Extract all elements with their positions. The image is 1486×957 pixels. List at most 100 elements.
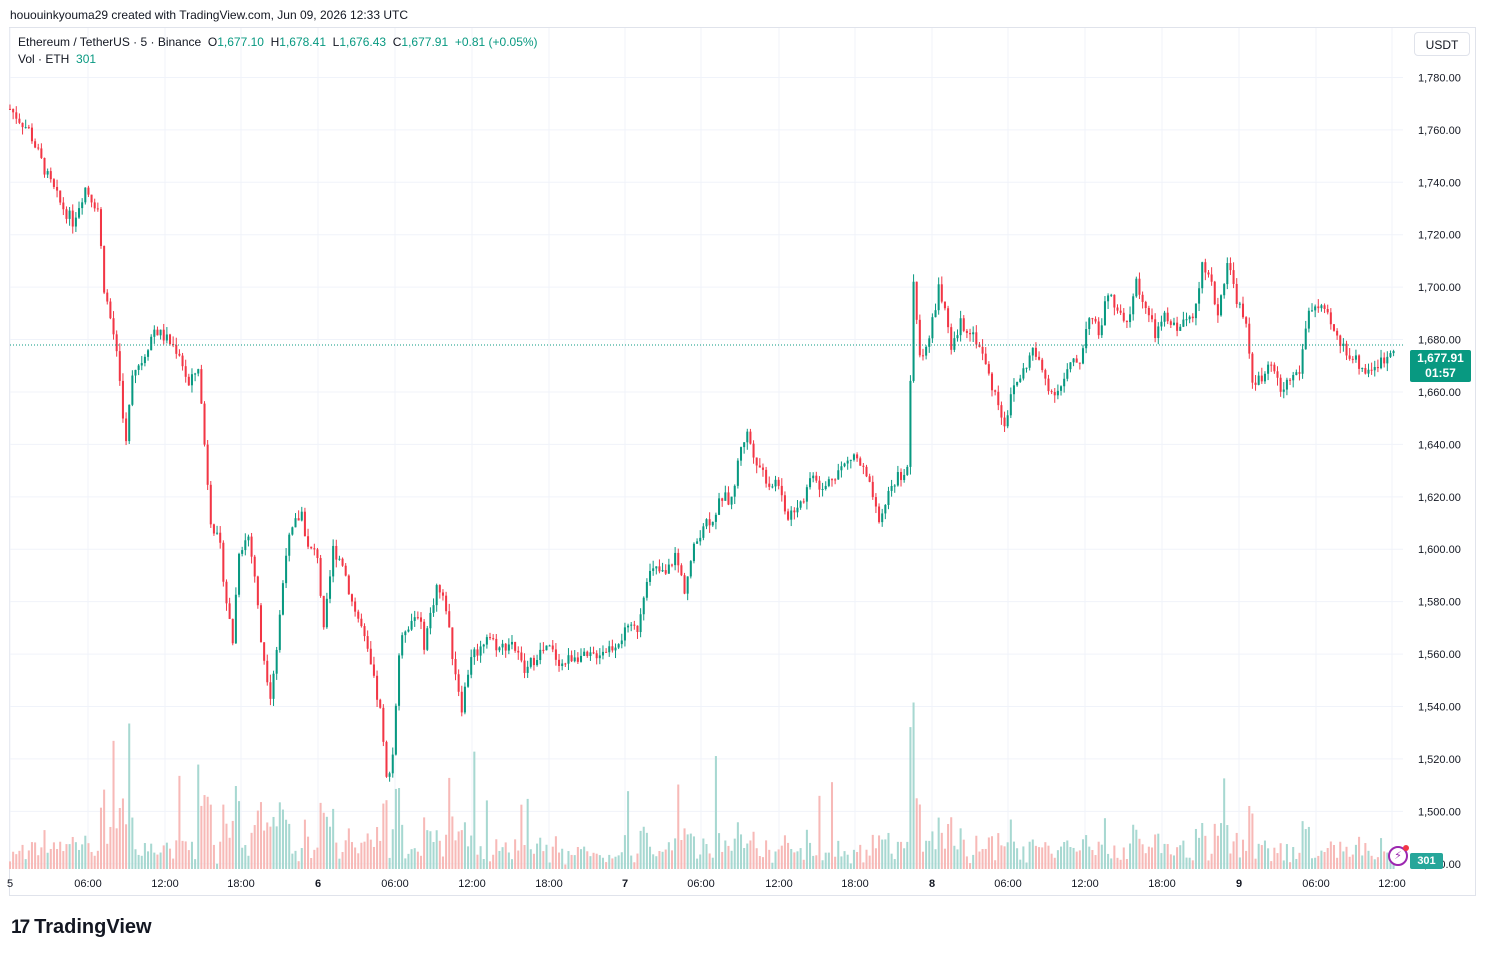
volume-bar (639, 830, 642, 869)
candle-body (247, 536, 250, 541)
candle-body (551, 645, 554, 650)
candle-body (1056, 390, 1059, 396)
candle-body (1270, 364, 1273, 366)
volume-bar (561, 848, 564, 869)
volume-bar (1198, 837, 1201, 869)
volume-bar (598, 855, 601, 869)
candle-body (1066, 369, 1069, 379)
volume-bar (783, 835, 786, 869)
candle-body (1201, 262, 1204, 289)
candle-body (818, 480, 821, 490)
volume-bar (1053, 857, 1056, 869)
candle-body (1314, 306, 1317, 311)
volume-bar (627, 791, 630, 869)
volume-label[interactable]: Vol · ETH (18, 52, 70, 66)
candle-body (1188, 316, 1191, 320)
volume-bar (1364, 843, 1367, 869)
candle-body (1332, 324, 1335, 331)
candle-body (815, 475, 818, 481)
volume-bar (718, 833, 721, 869)
symbol-label[interactable]: Ethereum / TetherUS · 5 · Binance (18, 35, 202, 49)
volume-bar (661, 851, 664, 869)
volume-bar (1188, 857, 1191, 869)
volume-bar (335, 842, 338, 869)
volume-bar (1210, 853, 1213, 869)
candle-body (689, 561, 692, 577)
candle-body (172, 343, 175, 345)
y-tick-label: 1,500.00 (1418, 806, 1461, 818)
close-value: 1,677.91 (401, 35, 449, 49)
candle-body (266, 660, 269, 683)
candle-body (561, 663, 564, 666)
volume-bar (316, 847, 319, 869)
volume-bar (441, 856, 444, 869)
volume-bar (1207, 860, 1210, 869)
volume-bar (893, 859, 896, 869)
volume-bar (915, 798, 918, 869)
candle-body (501, 643, 504, 648)
candle-body (586, 651, 589, 656)
candle-body (1119, 310, 1122, 313)
candle-body (799, 501, 802, 508)
tradingview-brand[interactable]: 17 TradingView (11, 916, 152, 939)
currency-button[interactable]: USDT (1414, 32, 1470, 56)
volume-bar (849, 863, 852, 869)
candle-body (319, 558, 322, 596)
candle-body (1392, 351, 1395, 354)
volume-bar (250, 832, 253, 869)
volume-bar (1226, 825, 1229, 869)
volume-bar (1295, 858, 1298, 869)
candle-body (768, 483, 771, 487)
volume-bar (118, 807, 121, 869)
candle-body (583, 651, 586, 656)
candle-body (404, 631, 407, 636)
volume-bar (209, 804, 212, 869)
lightning-icon[interactable]: ⚡ (1388, 845, 1409, 866)
volume-bar (238, 801, 241, 869)
volume-bar (112, 740, 115, 869)
candle-body (614, 647, 617, 651)
candle-body (482, 644, 485, 647)
candle-body (909, 380, 912, 467)
volume-bar (281, 809, 284, 869)
volume-bar (605, 862, 608, 869)
volume-bar (360, 842, 363, 869)
volume-bar (928, 840, 931, 869)
volume-bar (200, 805, 203, 869)
volume-bar (1038, 847, 1041, 869)
volume-bar (1006, 842, 1009, 869)
volume-bar (583, 846, 586, 869)
candle-body (212, 524, 215, 534)
volume-bar (84, 835, 87, 869)
candle-body (714, 514, 717, 522)
candle-body (228, 603, 231, 619)
candle-body (65, 209, 68, 219)
candle-body (1060, 386, 1063, 391)
candle-body (699, 537, 702, 542)
high-label: H (270, 35, 280, 49)
candle-body (1091, 318, 1094, 320)
candle-body (830, 479, 834, 481)
candle-body (1012, 385, 1015, 395)
x-tick-label: 06:00 (687, 878, 715, 890)
candle-body (639, 614, 642, 633)
volume-bar (1223, 778, 1226, 869)
candle-body (1194, 303, 1197, 319)
candle-body (259, 605, 263, 643)
volume-bar (266, 822, 269, 869)
volume-bar (1273, 847, 1276, 869)
candle-body (68, 210, 71, 219)
volume-bar (416, 851, 419, 869)
candle-body (721, 498, 724, 501)
volume-bar (1110, 858, 1113, 869)
last-price-value: 1,677.91 (1417, 351, 1464, 365)
candle-body (507, 644, 510, 651)
candle-body (34, 141, 37, 148)
volume-bar (40, 847, 43, 869)
candle-body (489, 637, 492, 639)
candle-body (674, 552, 677, 566)
volume-bar (652, 854, 655, 869)
volume-bar (1289, 862, 1292, 869)
candle-body (545, 645, 548, 651)
